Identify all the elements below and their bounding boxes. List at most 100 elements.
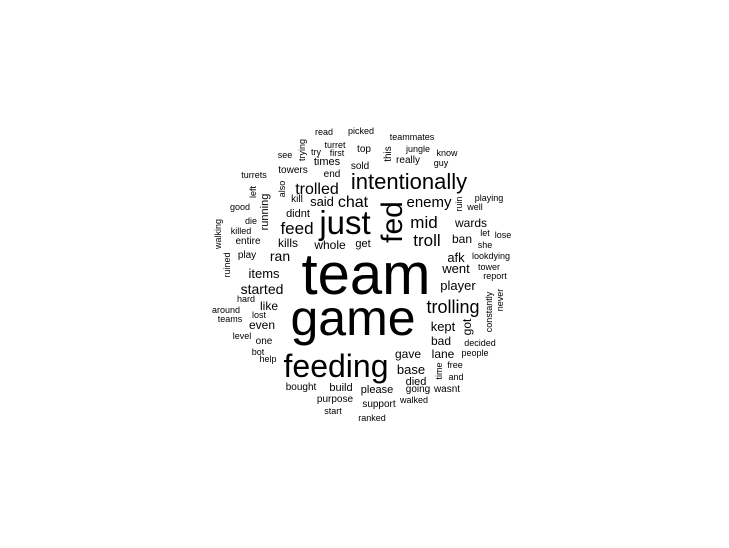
word-base: base: [397, 362, 425, 377]
word-get: get: [355, 238, 370, 250]
word-play: play: [238, 250, 256, 261]
word-lose: lose: [495, 230, 512, 240]
word-feed: feed: [280, 219, 313, 238]
word-around: around: [212, 305, 240, 315]
word-let: let: [480, 228, 490, 238]
word-afk: afk: [447, 250, 465, 265]
word-ban: ban: [452, 232, 472, 246]
word-this: this: [383, 146, 394, 162]
word-free: free: [447, 360, 463, 370]
word-didnt: didnt: [286, 208, 310, 220]
word-trolling: trolling: [426, 297, 479, 317]
word-ruin: ruin: [454, 196, 464, 211]
word-killed: killed: [231, 226, 252, 236]
word-ran: ran: [270, 248, 290, 264]
word-she: she: [478, 240, 493, 250]
word-decided: decided: [464, 338, 496, 348]
word-left: left: [248, 186, 258, 199]
word-well: well: [466, 202, 483, 212]
word-troll: troll: [413, 231, 440, 250]
word-support: support: [362, 399, 396, 410]
word-good: good: [230, 202, 250, 212]
word-just: just: [318, 204, 370, 241]
word-items: items: [248, 266, 280, 281]
word-walking: walking: [213, 219, 223, 250]
word-trying: trying: [297, 139, 307, 161]
word-ranked: ranked: [358, 413, 386, 423]
word-playing: playing: [475, 193, 504, 203]
word-lane: lane: [432, 347, 455, 361]
word-turret: turret: [324, 140, 346, 150]
word-level: level: [233, 331, 252, 341]
word-kept: kept: [431, 319, 456, 334]
word-team: team: [302, 242, 431, 307]
word-also: also: [277, 181, 287, 198]
word-know: know: [436, 148, 458, 158]
word-whole: whole: [313, 238, 346, 252]
word-please: please: [361, 384, 393, 396]
word-lost: lost: [252, 310, 267, 320]
word-gave: gave: [395, 347, 421, 361]
word-people: people: [461, 348, 488, 358]
word-try: try: [311, 147, 321, 157]
word-kill: kill: [291, 194, 303, 205]
word-picked: picked: [348, 126, 374, 136]
word-bot: bot: [252, 347, 265, 357]
word-lookdying: lookdying: [472, 251, 510, 261]
word-guy: guy: [434, 158, 449, 168]
word-kills: kills: [278, 236, 298, 250]
word-fed: fed: [376, 201, 409, 243]
word-tower: tower: [478, 262, 500, 272]
word-wards: wards: [454, 216, 487, 230]
word-build: build: [329, 382, 352, 394]
word-turrets: turrets: [241, 170, 267, 180]
word-end: end: [324, 169, 341, 180]
word-entire: entire: [235, 236, 260, 247]
word-hard: hard: [237, 294, 255, 304]
word-even: even: [249, 318, 275, 332]
word-sold: sold: [351, 161, 369, 172]
word-times: times: [314, 156, 341, 168]
word-player: player: [440, 278, 476, 293]
word-never: never: [495, 289, 505, 312]
word-constantly: constantly: [484, 291, 494, 332]
word-die: die: [245, 216, 257, 226]
word-one: one: [256, 336, 273, 347]
word-said: said: [310, 194, 334, 209]
word-intentionally: intentionally: [351, 169, 467, 194]
word-bad: bad: [431, 334, 451, 348]
word-going: going: [406, 384, 430, 395]
word-report: report: [483, 271, 507, 281]
word-and: and: [448, 372, 463, 382]
word-towers: towers: [278, 165, 307, 176]
word-teammates: teammates: [390, 132, 435, 142]
word-purpose: purpose: [317, 394, 354, 405]
word-got: got: [460, 318, 474, 335]
word-walked: walked: [399, 395, 428, 405]
word-like: like: [260, 299, 278, 313]
word-enemy: enemy: [406, 194, 452, 211]
word-went: went: [441, 261, 470, 276]
word-wasnt: wasnt: [433, 384, 460, 395]
word-really: really: [396, 155, 420, 166]
word-game: game: [290, 290, 415, 346]
word-top: top: [357, 144, 371, 155]
word-help: help: [259, 354, 276, 364]
word-teams: teams: [218, 314, 243, 324]
word-time: time: [434, 362, 444, 379]
word-mid: mid: [410, 213, 437, 232]
word-first: first: [330, 148, 345, 158]
word-feeding: feeding: [284, 348, 389, 384]
word-trolled: trolled: [295, 181, 339, 198]
word-started: started: [241, 281, 284, 297]
word-read: read: [315, 127, 333, 137]
word-see: see: [278, 150, 293, 160]
word-chat: chat: [338, 194, 369, 211]
word-died: died: [406, 376, 427, 388]
word-jungle: jungle: [405, 144, 430, 154]
word-start: start: [324, 406, 342, 416]
word-bought: bought: [286, 382, 317, 393]
word-running: running: [259, 194, 271, 231]
word-ruined: ruined: [222, 252, 232, 277]
